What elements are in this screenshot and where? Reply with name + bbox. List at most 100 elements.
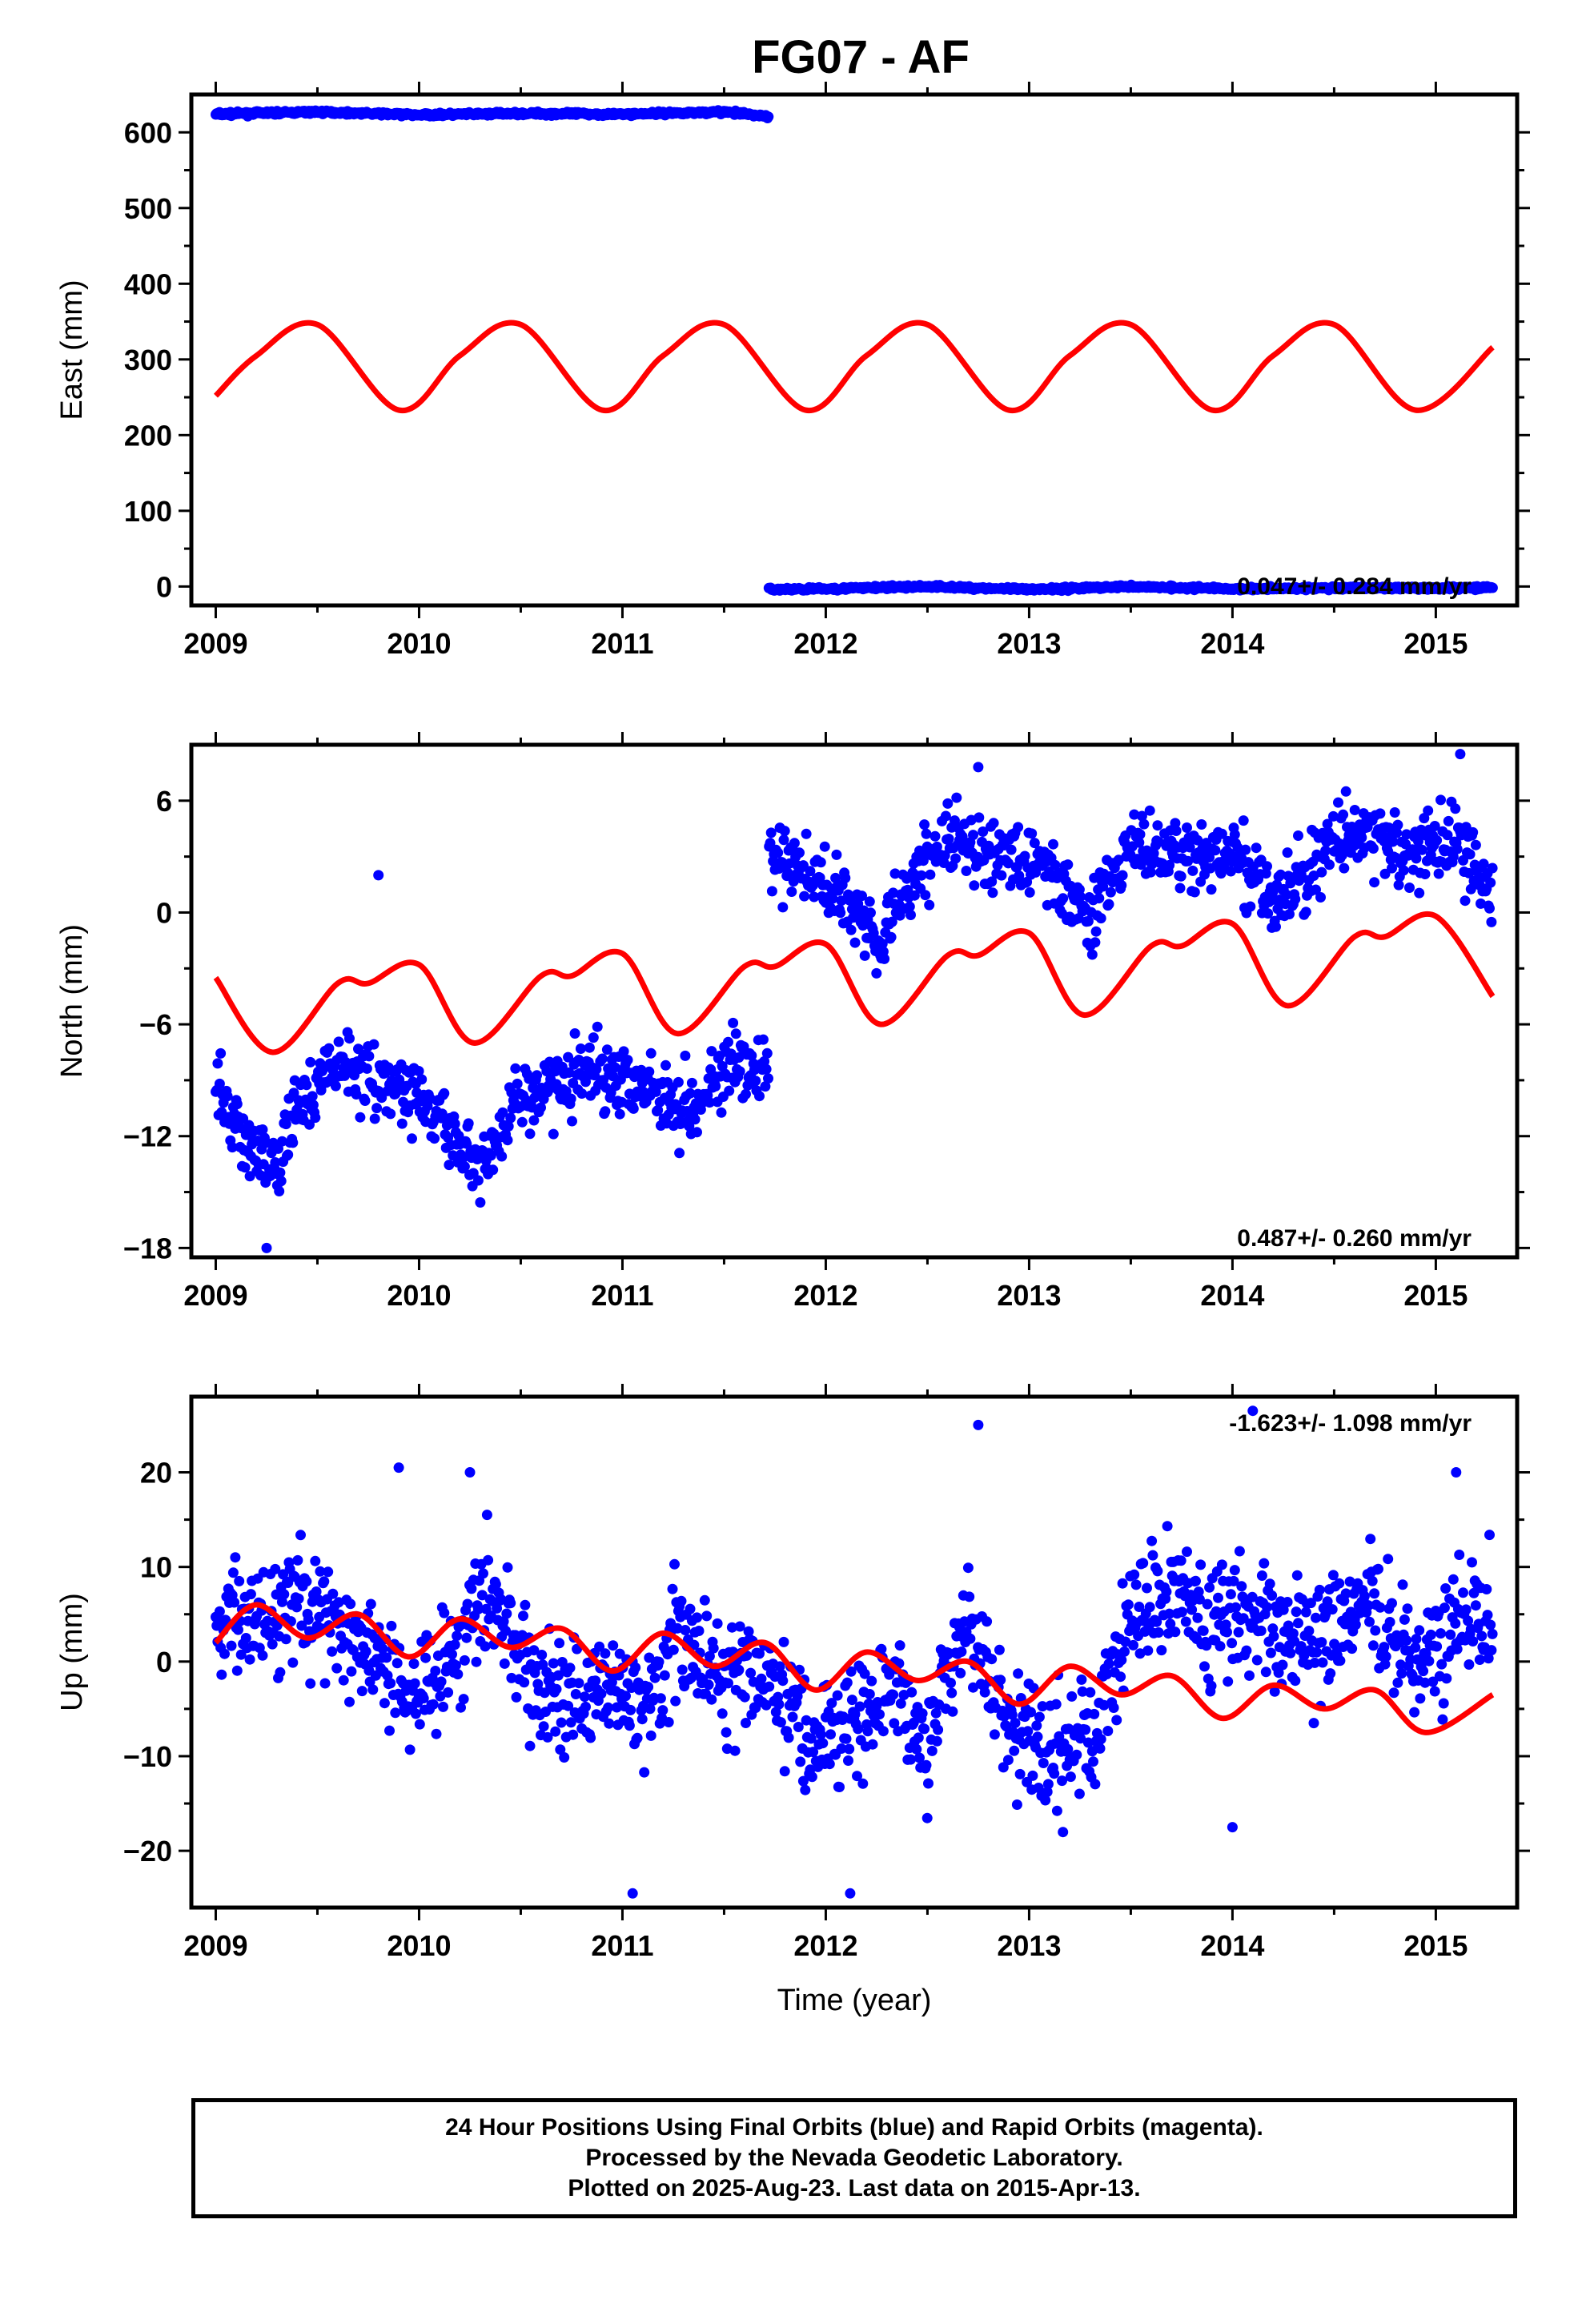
data-point: [1236, 1581, 1247, 1592]
y-tick-label: −12: [123, 1120, 172, 1153]
data-point: [1142, 1645, 1154, 1656]
data-point: [921, 828, 932, 839]
data-point: [961, 866, 972, 876]
data-point: [390, 1707, 401, 1719]
data-point: [524, 1740, 536, 1751]
y-axis-label: North (mm): [55, 924, 89, 1078]
data-point: [1300, 907, 1311, 918]
data-point: [1470, 839, 1481, 850]
data-point: [554, 1638, 565, 1649]
data-point: [765, 838, 776, 849]
data-point: [592, 1021, 603, 1032]
data-point: [1397, 1579, 1408, 1590]
data-point: [1241, 1645, 1252, 1656]
data-point: [560, 1086, 572, 1097]
outlier-point: [1455, 749, 1466, 760]
data-point: [1335, 1655, 1346, 1667]
data-point: [564, 1663, 576, 1674]
y-tick-label: 200: [124, 419, 172, 452]
y-tick-label: −6: [139, 1008, 172, 1041]
data-point: [1418, 1666, 1429, 1677]
data-point: [1315, 892, 1326, 903]
data-point: [786, 887, 797, 897]
data-point: [1282, 847, 1293, 858]
data-point: [1204, 1582, 1215, 1593]
data-point: [379, 1698, 390, 1709]
data-point: [520, 1599, 531, 1610]
data-point: [1170, 818, 1181, 829]
data-point: [919, 1723, 930, 1735]
data-point: [240, 1633, 251, 1643]
data-point: [692, 1127, 702, 1138]
data-point: [257, 1124, 268, 1135]
y-tick-label: 500: [124, 192, 172, 225]
data-point: [368, 1039, 379, 1050]
data-point: [505, 1112, 516, 1124]
x-tick-label: 2014: [1200, 1929, 1264, 1962]
data-point: [645, 1047, 656, 1059]
data-point: [1389, 807, 1400, 818]
data-point: [926, 1745, 938, 1756]
data-point: [1445, 1629, 1456, 1640]
data-point: [710, 1080, 721, 1092]
data-point: [303, 1614, 314, 1625]
data-point: [1152, 820, 1163, 831]
outlier-point: [393, 1462, 404, 1474]
data-point: [1095, 913, 1106, 924]
data-point: [608, 1640, 619, 1651]
x-tick-label: 2009: [183, 1279, 247, 1312]
data-point: [652, 1104, 664, 1116]
data-point: [885, 931, 897, 943]
data-point: [510, 1063, 521, 1074]
data-point: [601, 1044, 612, 1055]
data-point: [840, 872, 851, 883]
data-point: [292, 1554, 303, 1566]
data-point: [323, 1043, 335, 1054]
data-point: [956, 1647, 967, 1657]
data-point: [712, 1618, 723, 1629]
data-point: [1470, 1600, 1481, 1611]
data-point: [1334, 1578, 1345, 1589]
data-point: [1238, 815, 1249, 826]
data-point: [1229, 829, 1240, 840]
data-point: [787, 1711, 798, 1723]
data-point: [868, 927, 879, 939]
data-point: [957, 831, 968, 842]
data-point: [1042, 1779, 1054, 1790]
data-point: [431, 1728, 442, 1739]
data-point: [1103, 1659, 1114, 1670]
data-point: [765, 827, 777, 838]
data-point: [280, 1634, 291, 1645]
outlier-point: [627, 1888, 638, 1899]
data-point: [1487, 862, 1498, 874]
data-point: [1102, 1726, 1114, 1736]
data-point: [551, 1683, 562, 1695]
data-point: [632, 1732, 643, 1743]
data-point: [1240, 844, 1251, 855]
data-point: [234, 1575, 245, 1586]
data-point: [689, 1114, 701, 1125]
data-point: [877, 939, 888, 950]
y-tick-label: −10: [123, 1740, 172, 1773]
x-tick-label: 2014: [1200, 1279, 1264, 1312]
data-point: [287, 1137, 299, 1148]
data-point: [1402, 1603, 1413, 1614]
data-point: [639, 1767, 650, 1778]
data-point: [1325, 1668, 1336, 1679]
data-point: [643, 1682, 654, 1692]
data-point: [1094, 1743, 1106, 1754]
data-point: [330, 1080, 341, 1092]
data-point: [1206, 1680, 1217, 1691]
data-point: [580, 1076, 591, 1088]
data-point: [1014, 870, 1025, 881]
data-point: [1433, 868, 1444, 879]
data-point: [1129, 809, 1140, 820]
data-point: [1441, 1673, 1452, 1684]
data-point: [1153, 1627, 1164, 1638]
data-point: [1161, 1586, 1172, 1598]
data-point: [413, 1066, 424, 1076]
data-point: [947, 1706, 958, 1717]
data-point: [478, 1568, 488, 1579]
data-point: [1182, 1546, 1192, 1558]
data-point: [404, 1744, 416, 1755]
